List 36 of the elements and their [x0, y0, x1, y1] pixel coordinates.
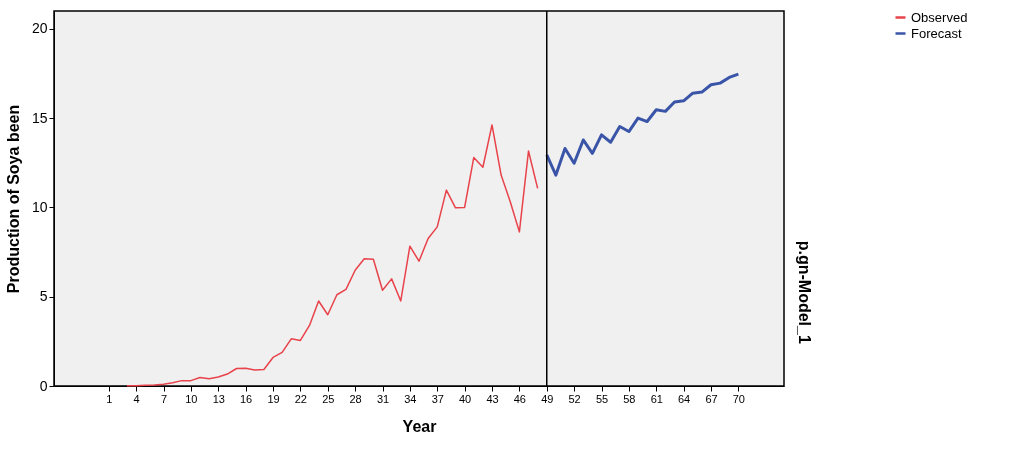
- x-tick-label: 28: [349, 392, 362, 405]
- x-tick-label: 25: [322, 392, 335, 405]
- x-tick-label: 22: [294, 392, 307, 405]
- x-tick-label: 46: [513, 392, 526, 405]
- y-tick-label: 5: [39, 288, 48, 305]
- x-tick-label: 34: [404, 392, 417, 405]
- y-tick-label: 10: [31, 198, 48, 215]
- x-tick-label: 7: [160, 392, 168, 405]
- x-tick-label: 13: [212, 392, 225, 405]
- x-tick-label: 10: [185, 392, 198, 405]
- line-series: [545, 72, 740, 177]
- y-axis-title: Production of Soya been: [4, 104, 22, 294]
- x-tick-label: 58: [623, 392, 636, 405]
- x-tick-label: 37: [431, 392, 444, 405]
- x-tick-label: 40: [459, 392, 472, 405]
- x-tick-label: 67: [705, 392, 718, 405]
- x-axis-title: Year: [402, 417, 437, 435]
- legend-label: Observed: [911, 9, 968, 25]
- x-tick-label: 19: [267, 392, 280, 405]
- x-tick-label: 64: [678, 392, 691, 405]
- legend-label: Forecast: [911, 25, 962, 41]
- x-tick-label: 61: [650, 392, 663, 405]
- x-tick-label: 1: [106, 392, 113, 405]
- x-tick-label: 4: [133, 392, 140, 405]
- x-tick-label: 49: [541, 392, 554, 405]
- x-tick-label: 16: [240, 392, 253, 405]
- text: p.gn-Model_1: [796, 240, 813, 344]
- x-tick-label: 70: [732, 392, 745, 405]
- y-tick-label: 15: [31, 109, 48, 126]
- y-tick-label: 20: [31, 20, 48, 37]
- x-tick-label: 43: [486, 392, 499, 405]
- line-series: [126, 124, 539, 387]
- x-tick-label: 52: [568, 392, 581, 405]
- x-tick-label: 31: [376, 392, 390, 405]
- y-tick-label: 0: [39, 377, 48, 394]
- x-tick-label: 55: [595, 392, 609, 405]
